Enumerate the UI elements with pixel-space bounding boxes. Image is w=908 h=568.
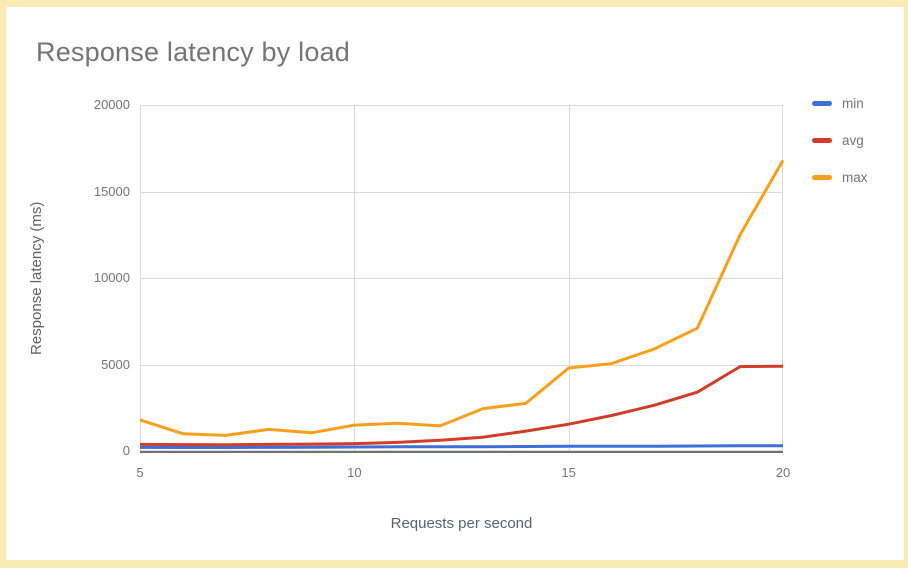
legend-label: min	[842, 96, 864, 111]
line-chart-svg	[139, 105, 785, 453]
y-axis-title: Response latency (ms)	[28, 201, 45, 356]
y-tick-label: 20000	[93, 97, 130, 112]
legend-item-max: max	[812, 170, 868, 185]
x-tick-label: 15	[561, 465, 576, 480]
legend-swatch-max	[812, 175, 832, 180]
legend-label: avg	[842, 133, 864, 148]
y-tick-label: 0	[122, 443, 130, 458]
series-line-max	[139, 159, 785, 437]
y-tick-label: 10000	[93, 270, 130, 285]
legend-item-avg: avg	[812, 133, 868, 148]
y-tick-label: 5000	[101, 356, 130, 372]
chart-title: Response latency by load	[36, 37, 350, 67]
legend-swatch-min	[812, 101, 832, 106]
y-tick-label: 15000	[93, 183, 130, 199]
series-line-min	[139, 444, 783, 449]
legend-swatch-avg	[812, 138, 832, 143]
x-tick-label: 5	[136, 465, 144, 480]
x-tick-label: 20	[775, 465, 791, 480]
chart-legend: min avg max	[812, 96, 868, 207]
series-line-avg	[139, 364, 784, 447]
x-axis-title: Requests per second	[390, 515, 533, 532]
legend-item-min: min	[812, 96, 868, 111]
x-tick-label: 10	[347, 465, 362, 480]
legend-label: max	[842, 170, 868, 185]
plot-border	[140, 105, 783, 451]
